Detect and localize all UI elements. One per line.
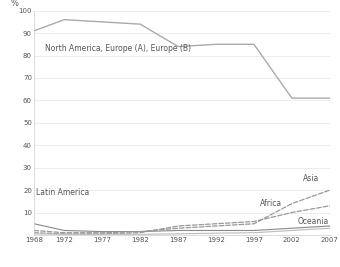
Text: Oceania: Oceania bbox=[298, 217, 329, 226]
Text: %: % bbox=[10, 0, 18, 9]
Text: Asia: Asia bbox=[303, 174, 320, 183]
Text: North America, Europe (A), Europe (B): North America, Europe (A), Europe (B) bbox=[45, 44, 191, 53]
Text: Latin America: Latin America bbox=[35, 188, 89, 197]
Text: Africa: Africa bbox=[260, 199, 282, 208]
